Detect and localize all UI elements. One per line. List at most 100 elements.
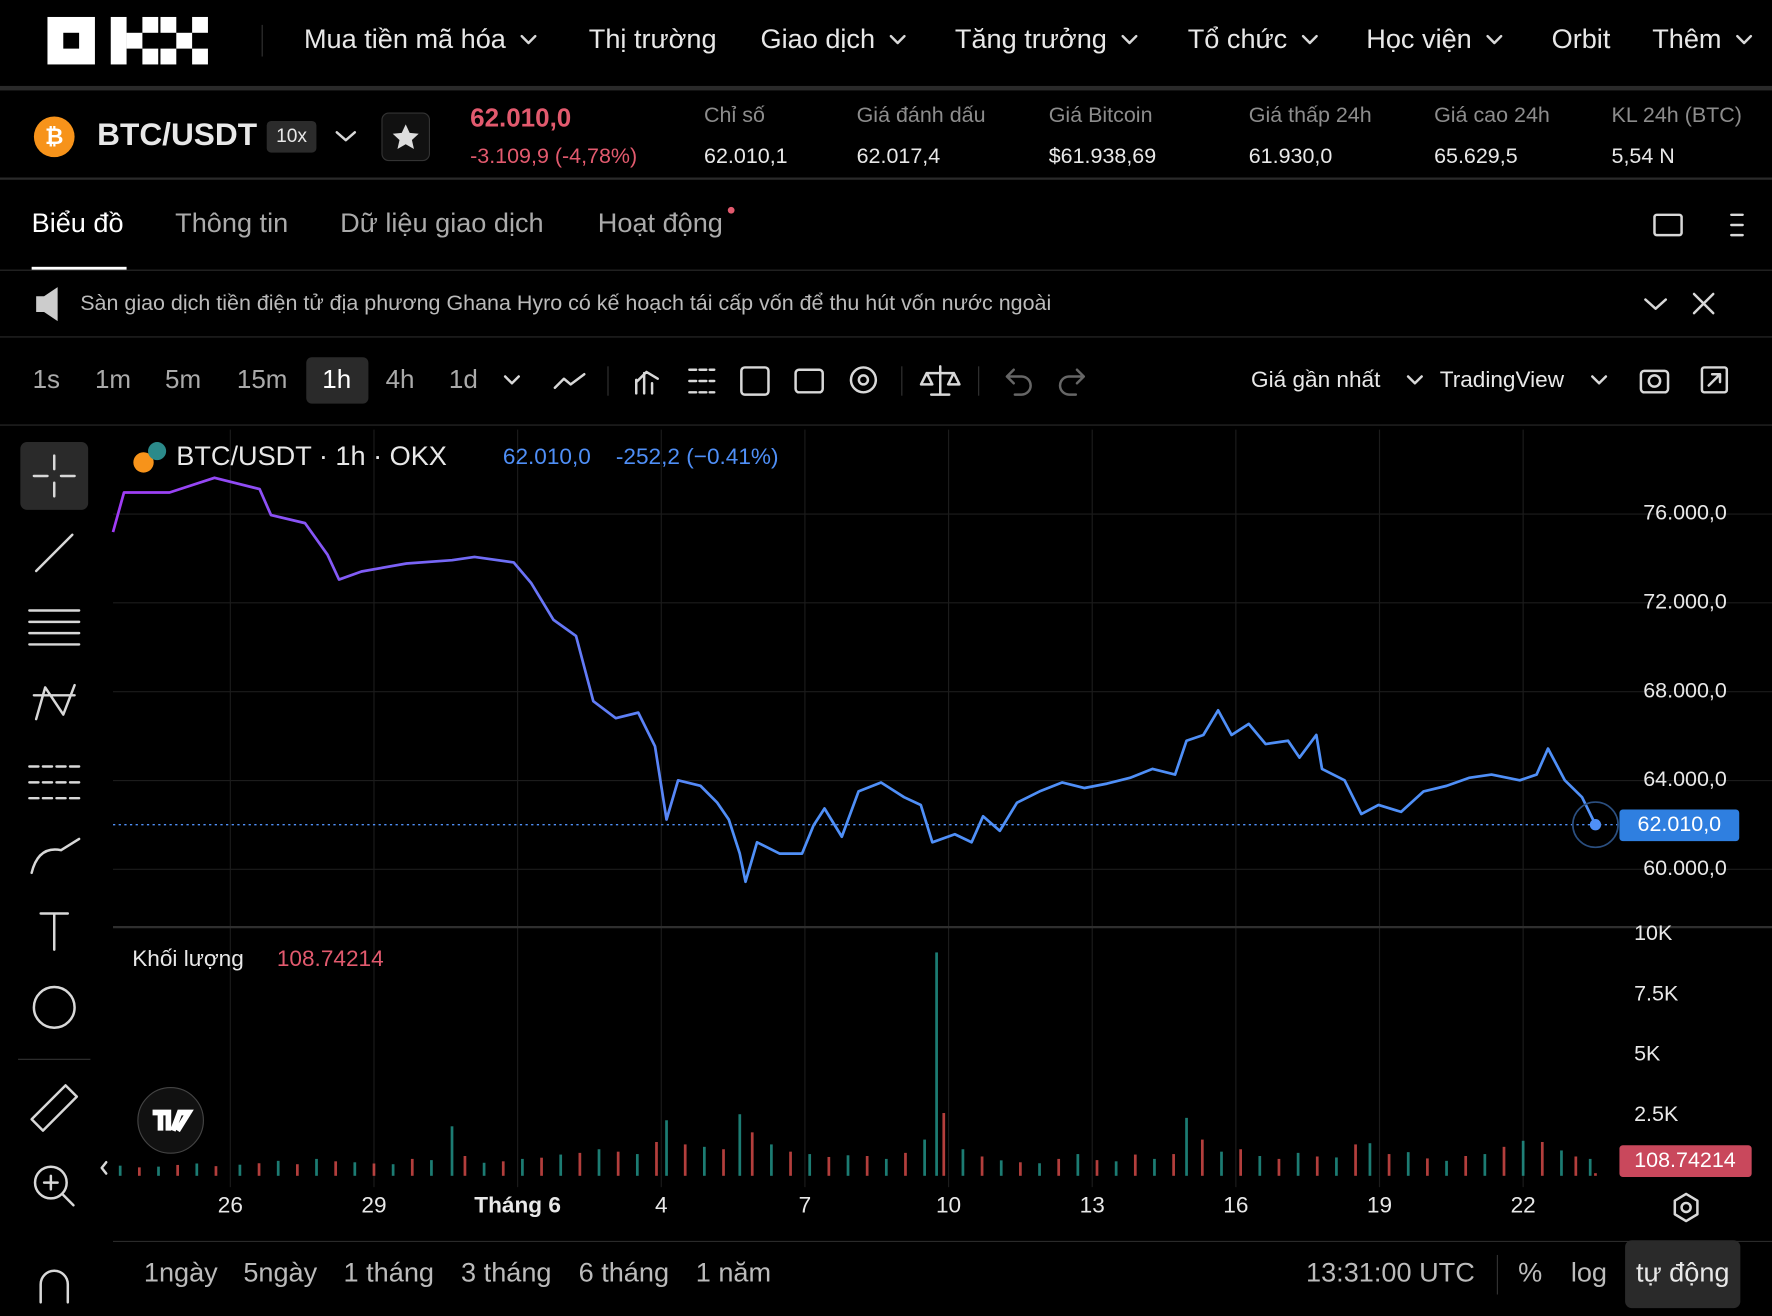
nav-item[interactable]: Tăng trưởng bbox=[955, 23, 1107, 54]
chart-style[interactable]: TradingView bbox=[1440, 367, 1565, 392]
interval[interactable]: 5m bbox=[165, 364, 201, 394]
nav-chevron[interactable] bbox=[520, 34, 537, 45]
zoom-tool[interactable] bbox=[33, 1165, 68, 1200]
nav-chevron[interactable] bbox=[889, 34, 906, 45]
volume-bar bbox=[238, 1164, 242, 1176]
interval[interactable]: 1m bbox=[95, 364, 131, 394]
tab[interactable]: Thông tin bbox=[175, 207, 288, 238]
volume-bar bbox=[1521, 1140, 1525, 1176]
trendline-tool[interactable] bbox=[34, 533, 74, 573]
tab[interactable]: Biểu đồ bbox=[32, 207, 124, 238]
btc-symbol: ₿ bbox=[45, 124, 63, 149]
pair[interactable]: BTC/USDT bbox=[97, 116, 257, 152]
brush-tool[interactable] bbox=[30, 837, 81, 875]
interval[interactable]: 15m bbox=[237, 364, 288, 394]
nav-chevron[interactable] bbox=[1736, 34, 1753, 45]
star-icon[interactable] bbox=[392, 124, 419, 150]
price-axis-marker-label: 62.010,0 bbox=[1638, 812, 1722, 836]
log-toggle[interactable]: log bbox=[1571, 1256, 1607, 1287]
plot: 60.000,0 64.000,0 68.000,0 72.000,0 76.000,0… bbox=[111, 476, 1727, 1217]
logo[interactable] bbox=[47, 16, 208, 65]
settings-icon[interactable] bbox=[849, 366, 878, 394]
x-tick-label: 22 bbox=[1511, 1192, 1536, 1217]
last-point-ring bbox=[1572, 801, 1619, 849]
expand-news[interactable] bbox=[1644, 298, 1668, 310]
fib-tool[interactable] bbox=[28, 609, 81, 646]
interval-dropdown[interactable] bbox=[503, 375, 520, 385]
chart-type-icon[interactable] bbox=[553, 372, 586, 390]
volume-bar bbox=[961, 1149, 965, 1176]
tab[interactable]: Dữ liệu giao dịch bbox=[340, 207, 543, 238]
axis-settings[interactable] bbox=[1673, 1192, 1699, 1223]
nav-item[interactable]: Mua tiền mã hóa bbox=[304, 23, 507, 54]
pair-dropdown[interactable] bbox=[335, 131, 357, 142]
fx-icon[interactable] bbox=[740, 366, 770, 396]
stat-value: $61.938,69 bbox=[1049, 144, 1156, 168]
nav-chevron[interactable] bbox=[1486, 34, 1503, 45]
nav-chevron[interactable] bbox=[1121, 34, 1138, 45]
leverage[interactable]: 10x bbox=[276, 126, 307, 147]
nav-item[interactable]: Tổ chức bbox=[1188, 23, 1287, 54]
close-news[interactable] bbox=[1692, 292, 1715, 315]
volume-bar bbox=[808, 1154, 812, 1176]
compare-icon[interactable] bbox=[919, 365, 961, 396]
nav-item[interactable]: Giao dịch bbox=[761, 23, 876, 54]
interval[interactable]: 1s bbox=[33, 364, 60, 394]
indicators-icon[interactable] bbox=[635, 370, 659, 395]
interval[interactable]: 1d bbox=[449, 364, 478, 394]
range-button[interactable]: 3 tháng bbox=[461, 1256, 551, 1287]
screenshot-icon[interactable] bbox=[1639, 369, 1670, 394]
redo[interactable] bbox=[1058, 368, 1086, 396]
volume-bar bbox=[980, 1156, 984, 1176]
auto-toggle[interactable]: tự động bbox=[1636, 1256, 1730, 1287]
y-tick-label: 10K bbox=[1634, 921, 1673, 945]
volume-bar bbox=[597, 1149, 601, 1176]
layout-icon[interactable] bbox=[1653, 213, 1683, 237]
percent-toggle[interactable]: % bbox=[1518, 1256, 1542, 1287]
tab[interactable]: Hoạt động bbox=[598, 207, 723, 238]
nav-chevron[interactable] bbox=[1301, 34, 1318, 45]
volume-bar bbox=[1368, 1143, 1372, 1176]
volume-axis-marker bbox=[1619, 1145, 1752, 1177]
volume-bar bbox=[750, 1132, 754, 1176]
volume-bar bbox=[1426, 1158, 1429, 1176]
prediction-tool[interactable] bbox=[28, 765, 81, 800]
menu-icon[interactable] bbox=[1730, 213, 1744, 237]
nav-item[interactable]: Thị trường bbox=[589, 23, 717, 54]
text-tool[interactable] bbox=[39, 912, 70, 951]
volume-bar bbox=[942, 1113, 946, 1176]
fullscreen-icon[interactable] bbox=[1700, 366, 1729, 394]
nav-item[interactable]: Học viện bbox=[1366, 23, 1471, 54]
range-button[interactable]: 5ngày bbox=[243, 1256, 317, 1287]
range-button[interactable]: 6 tháng bbox=[579, 1256, 669, 1287]
volume-bar bbox=[1483, 1154, 1487, 1176]
nav-item[interactable]: Orbit bbox=[1552, 23, 1611, 54]
price-change: -3.109,9 (-4,78%) bbox=[470, 144, 637, 168]
range-button[interactable]: 1 tháng bbox=[344, 1256, 434, 1287]
news-text[interactable]: Sàn giao dịch tiền điện tử địa phương Gh… bbox=[80, 291, 1051, 315]
templates-icon[interactable] bbox=[688, 368, 716, 394]
price-source-dropdown[interactable] bbox=[1406, 375, 1423, 385]
undo[interactable] bbox=[1005, 368, 1032, 396]
range-button[interactable]: 1ngày bbox=[144, 1256, 218, 1287]
x-tick-label: 29 bbox=[361, 1192, 386, 1217]
scroll-left[interactable] bbox=[100, 1160, 108, 1175]
volume-bar bbox=[1258, 1156, 1262, 1176]
emoji-tool[interactable] bbox=[32, 985, 76, 1029]
magnet-tool[interactable] bbox=[39, 1269, 70, 1304]
interval[interactable]: 4h bbox=[386, 364, 415, 394]
measure-tool[interactable] bbox=[30, 1084, 79, 1132]
pattern-tool[interactable] bbox=[32, 683, 76, 721]
crosshair-tool[interactable] bbox=[32, 454, 76, 498]
nav-item[interactable]: Thêm bbox=[1652, 23, 1721, 54]
volume-bar bbox=[738, 1114, 742, 1176]
replay-icon[interactable] bbox=[794, 368, 824, 394]
price-source[interactable]: Giá gần nhất bbox=[1251, 367, 1381, 392]
interval[interactable]: 1h bbox=[322, 364, 351, 394]
zoom-tool-plus bbox=[42, 1174, 75, 1207]
leverage-badge[interactable] bbox=[266, 120, 317, 153]
range-button[interactable]: 1 năm bbox=[696, 1256, 771, 1287]
x-tick-label: 10 bbox=[936, 1192, 961, 1217]
chart-style-dropdown[interactable] bbox=[1591, 375, 1608, 385]
